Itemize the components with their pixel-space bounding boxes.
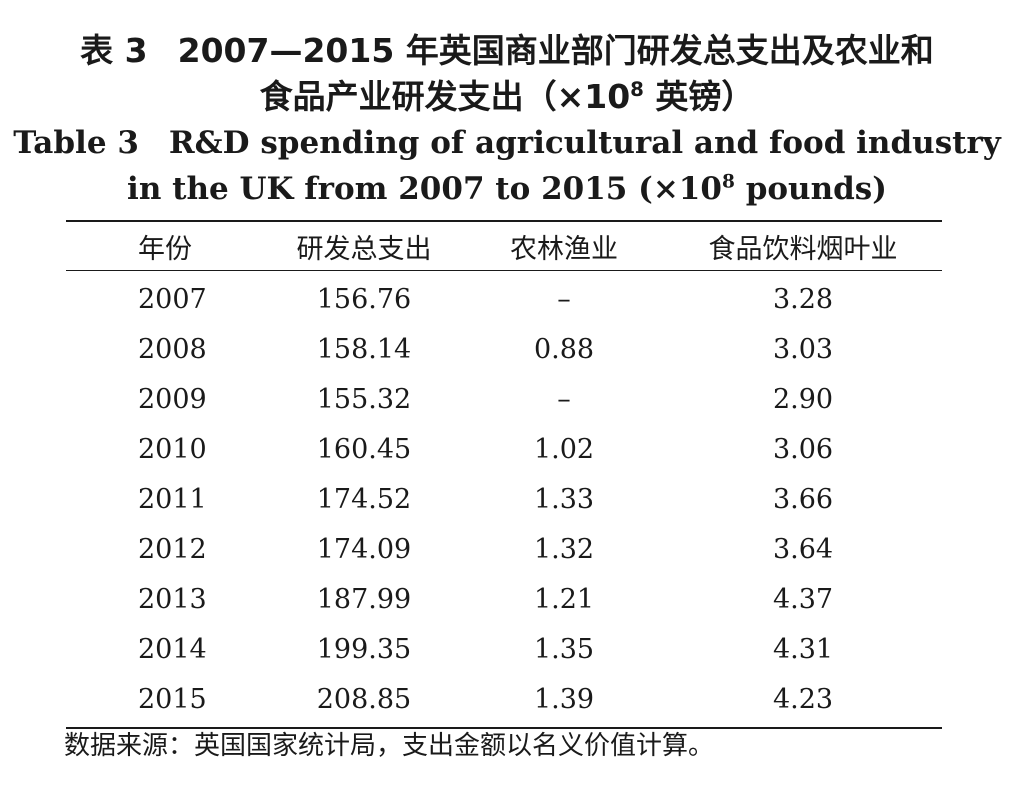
cell-year: 2007 [138, 283, 207, 315]
cell-agriculture: 1.33 [533, 483, 595, 515]
caption-en-exponent: 8 [721, 171, 735, 193]
table-row: 2012 174.09 1.32 3.64 [66, 524, 942, 574]
caption-cn-line-2: 食品产业研发支出（×108 英镑） [0, 74, 1014, 120]
cell-food-industry: 4.37 [772, 583, 834, 615]
cell-food-industry: 2.90 [772, 383, 834, 415]
caption-en-line-2: in the UK from 2007 to 2015 (×108 pounds… [0, 166, 1014, 212]
header-food-industry: 食品饮料烟叶业 [708, 233, 898, 265]
cell-food-industry: 3.06 [772, 433, 834, 465]
caption-en-label: Table 3 [13, 125, 139, 161]
caption-cn-unit: 英镑） [643, 77, 755, 116]
cell-agriculture: 1.02 [533, 433, 595, 465]
table-row: 2015 208.85 1.39 4.23 [66, 674, 942, 724]
table-row: 2009 155.32 – 2.90 [66, 374, 942, 424]
cell-total-rd: 160.45 [316, 433, 412, 465]
cell-total-rd: 199.35 [316, 633, 412, 665]
cell-year: 2012 [138, 533, 207, 565]
header-total-rd: 研发总支出 [296, 233, 432, 265]
table-row: 2010 160.45 1.02 3.06 [66, 424, 942, 474]
caption-cn-line-1: 表 3 2007—2015 年英国商业部门研发总支出及农业和 [0, 28, 1014, 74]
cell-year: 2013 [138, 583, 207, 615]
caption-en-text-1: R&D spending of agricultural and food in… [168, 125, 1001, 161]
cell-total-rd: 174.09 [316, 533, 412, 565]
cell-total-rd: 158.14 [316, 333, 412, 365]
cell-agriculture: 1.32 [533, 533, 595, 565]
cell-total-rd: 155.32 [316, 383, 412, 415]
cell-total-rd: 156.76 [316, 283, 412, 315]
cell-food-industry: 3.03 [772, 333, 834, 365]
caption-en-unit: pounds) [734, 171, 887, 207]
cell-food-industry: 4.31 [772, 633, 834, 665]
cell-food-industry: 4.23 [772, 683, 834, 715]
source-note: 数据来源：英国国家统计局，支出金额以名义价值计算。 [64, 731, 715, 761]
table-row: 2011 174.52 1.33 3.66 [66, 474, 942, 524]
cell-year: 2014 [138, 633, 207, 665]
cell-year: 2015 [138, 683, 207, 715]
cell-year: 2009 [138, 383, 207, 415]
cell-agriculture: 0.88 [533, 333, 595, 365]
cell-agriculture: 1.35 [533, 633, 595, 665]
cell-year: 2010 [138, 433, 207, 465]
table-header-rule [66, 270, 942, 271]
cell-total-rd: 187.99 [316, 583, 412, 615]
header-year: 年份 [138, 233, 192, 265]
cell-total-rd: 174.52 [316, 483, 412, 515]
data-table: 年份 研发总支出 农林渔业 食品饮料烟叶业 2007 156.76–3.28 200… [66, 220, 942, 729]
cell-total-rd: 208.85 [316, 683, 412, 715]
table-row: 2013 187.99 1.21 4.37 [66, 574, 942, 624]
caption-cn-label: 表 3 [80, 31, 148, 70]
table-header-row: 年份 研发总支出 农林渔业 食品饮料烟叶业 [66, 222, 942, 270]
cell-agriculture: – [557, 283, 571, 315]
table-row: 2008 158.14 0.88 3.03 [66, 324, 942, 374]
caption-cn-text-1: 2007—2015 年英国商业部门研发总支出及农业和 [177, 31, 934, 70]
caption-cn-exponent: 8 [630, 78, 644, 101]
cell-year: 2011 [138, 483, 207, 515]
cell-agriculture: 1.21 [533, 583, 595, 615]
table-body: 2007 156.76 – 3.28 2008 158.14 0.88 3.03 2009 155… [66, 271, 942, 727]
caption-en-text-2: in the UK from 2007 to 2015 (×10 [127, 171, 722, 207]
cell-food-industry: 3.64 [772, 533, 834, 565]
cell-year: 2008 [138, 333, 207, 365]
cell-agriculture: 1.39 [533, 683, 595, 715]
cell-food-industry: 3.28 [772, 283, 834, 315]
caption-en-line-1: Table 3 R&D spending of agricultural and … [0, 120, 1014, 166]
cell-food-industry: 3.66 [772, 483, 834, 515]
table-row: 2014 199.35 1.35 4.31 [66, 624, 942, 674]
header-agriculture: 农林渔业 [510, 233, 618, 265]
table-row: 2007 156.76 – 3.28 [66, 274, 942, 324]
table-top-rule [66, 220, 942, 222]
table-caption: 表 3 2007—2015 年英国商业部门研发总支出及农业和 食品产业研发支出（×… [0, 28, 1014, 212]
cell-agriculture: – [557, 383, 571, 415]
table-bottom-rule [66, 727, 942, 729]
caption-cn-text-2: 食品产业研发支出（×10 [259, 77, 631, 116]
